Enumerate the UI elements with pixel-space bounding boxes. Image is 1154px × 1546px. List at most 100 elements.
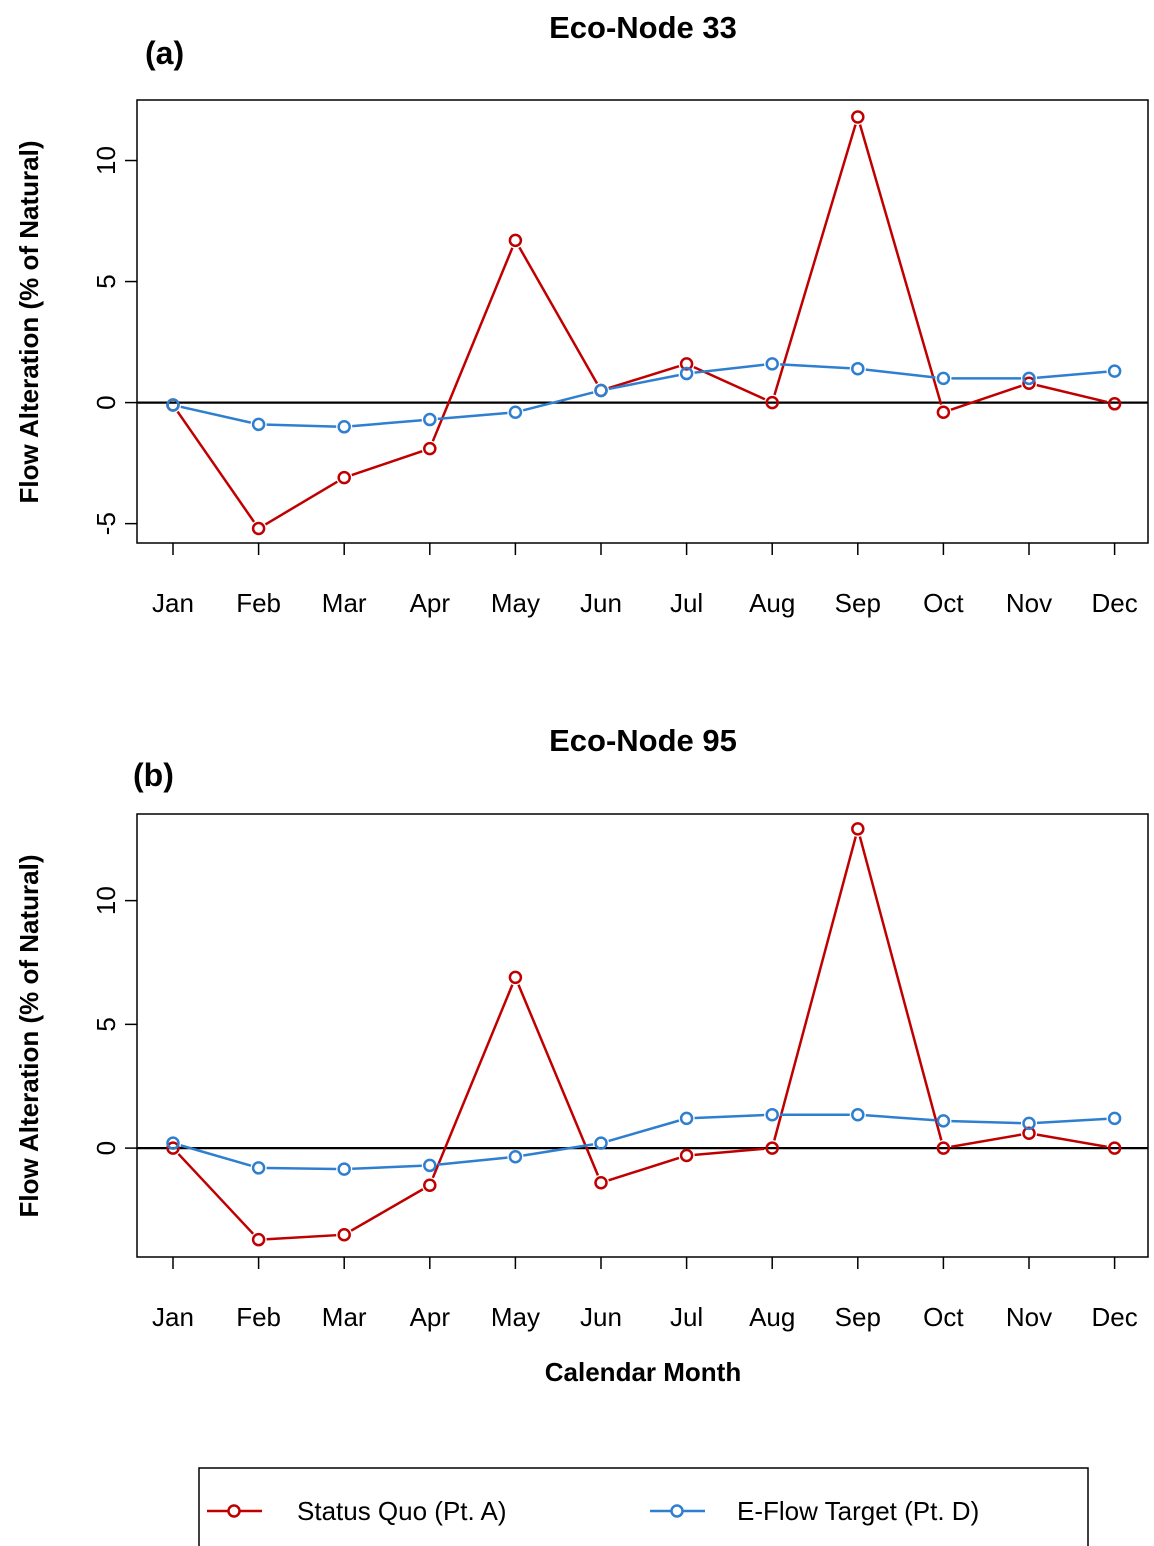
data-point <box>851 361 865 376</box>
series-segment <box>180 405 252 424</box>
x-tick-label: Feb <box>236 1302 281 1332</box>
data-point <box>679 1111 694 1126</box>
data-point <box>166 1136 180 1150</box>
legend: Status Quo (Pt. A) E-Flow Target (Pt. D) <box>198 1467 1089 1546</box>
series-segment <box>1036 1117 1107 1125</box>
plot-frame <box>136 99 1149 544</box>
data-point <box>423 412 437 427</box>
data-point <box>765 357 779 371</box>
plot-area <box>137 822 1148 1247</box>
y-tick-label: 10 <box>91 886 121 915</box>
chart-title: Eco-Node 95 <box>549 723 737 758</box>
x-tick-label: Apr <box>410 588 451 618</box>
data-point <box>765 1141 779 1155</box>
series-segment <box>773 124 857 396</box>
series-segment <box>694 1113 765 1120</box>
y-tick-label: 0 <box>91 1141 121 1155</box>
series-segment <box>523 1143 594 1157</box>
legend-item-eflow-target: E-Flow Target (Pt. D) <box>650 1496 979 1526</box>
data-point <box>936 405 951 420</box>
y-axis: -5 0 5 10 <box>91 146 137 535</box>
data-point <box>679 1148 694 1163</box>
series-segment <box>437 1156 508 1166</box>
data-point <box>337 1227 351 1242</box>
y-tick-label: 5 <box>91 274 121 288</box>
series-e-flow-target-pt-d <box>166 1107 1122 1176</box>
series-segment <box>176 410 256 523</box>
x-tick-label: Jun <box>580 588 622 618</box>
data-point <box>337 420 351 434</box>
data-point <box>508 405 523 420</box>
x-tick-label: Apr <box>410 1302 451 1332</box>
x-tick-label: Feb <box>236 588 281 618</box>
data-point <box>594 1136 608 1150</box>
data-point <box>1107 1111 1122 1126</box>
data-point <box>423 1178 437 1192</box>
data-point <box>936 1114 951 1128</box>
legend-box <box>198 1467 1089 1546</box>
data-point <box>508 970 523 985</box>
y-axis: 0 5 10 <box>91 886 137 1155</box>
x-axis-title: Calendar Month <box>545 1357 741 1387</box>
data-point <box>337 470 351 485</box>
data-point <box>251 1161 266 1175</box>
y-tick-label: 5 <box>91 1017 121 1031</box>
series-segment <box>865 1114 936 1122</box>
data-point <box>851 822 865 836</box>
series-segment <box>608 1119 680 1143</box>
x-axis: Jan Feb Mar Apr May Jun Jul Aug Sep Oct Nov Dec <box>152 543 1138 618</box>
plot-frame <box>136 813 1149 1258</box>
series-segment <box>780 363 850 370</box>
series-e-flow-target-pt-d <box>166 357 1122 434</box>
data-point <box>508 1150 523 1164</box>
series-segment <box>522 391 594 412</box>
panel-label: (b) <box>133 757 174 793</box>
series-segment <box>431 984 514 1179</box>
data-point <box>1022 1116 1036 1131</box>
series-segment <box>608 365 680 390</box>
series-segment <box>177 1153 255 1235</box>
data-point <box>251 417 266 432</box>
y-tick-label: 10 <box>91 146 121 175</box>
data-point <box>166 398 180 412</box>
series-segment <box>352 1164 422 1171</box>
data-point <box>679 357 694 371</box>
series-segment <box>865 368 936 379</box>
x-tick-label: Jul <box>670 1302 703 1332</box>
x-tick-label: Jan <box>152 1302 194 1332</box>
series-segment <box>1036 1133 1107 1148</box>
data-point <box>423 1158 437 1173</box>
panel-eco-node-95: Eco-Node 95 (b) Flow Alteration (% of Na… <box>14 723 1149 1387</box>
data-point <box>765 1107 779 1122</box>
series-segment <box>1036 383 1108 404</box>
y-tick-label: -5 <box>91 512 121 535</box>
x-tick-label: May <box>491 588 540 618</box>
data-point <box>251 1232 266 1247</box>
data-point <box>679 366 694 381</box>
data-point <box>936 371 951 386</box>
series-segment <box>773 836 857 1141</box>
series-segment <box>266 1166 337 1171</box>
series-segment <box>694 1147 765 1157</box>
data-point <box>851 110 865 124</box>
panel-eco-node-33: Eco-Node 33 (a) Flow Alteration (% of Na… <box>14 10 1149 618</box>
series-segment <box>264 480 338 526</box>
x-tick-label: Jun <box>580 1302 622 1332</box>
chart-title: Eco-Node 33 <box>549 10 737 45</box>
series-segment <box>951 1133 1022 1148</box>
series-segment <box>266 423 337 428</box>
x-tick-label: Nov <box>1006 588 1052 618</box>
series-segment <box>352 418 422 428</box>
y-axis-title: Flow Alteration (% of Natural) <box>14 854 44 1217</box>
series-segment <box>608 1156 680 1182</box>
data-point <box>423 441 437 456</box>
plot-area <box>137 110 1148 536</box>
data-point <box>166 1141 180 1155</box>
data-point <box>1107 364 1122 378</box>
x-tick-label: Oct <box>923 1302 964 1332</box>
x-axis: Jan Feb Mar Apr May Jun Jul Aug Sep Oct Nov Dec <box>152 1257 1138 1332</box>
series-segment <box>351 449 423 477</box>
series-segment <box>180 1144 252 1167</box>
series-segment <box>1036 370 1107 379</box>
